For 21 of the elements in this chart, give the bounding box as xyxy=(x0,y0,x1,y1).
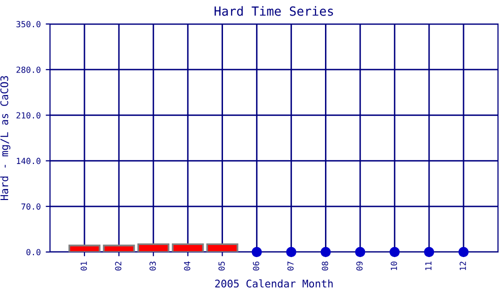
x-tick-label: 12 xyxy=(460,262,466,270)
x-axis-title: 2005 Calendar Month xyxy=(215,279,333,288)
x-tick-label: 08 xyxy=(322,262,328,271)
y-axis-title: Hard - mg/L as CaCO3 xyxy=(0,76,10,200)
x-tick-label: 10 xyxy=(390,262,398,270)
y-tick-label: 350.0 xyxy=(16,21,40,28)
x-tick-label: 01 xyxy=(80,262,87,271)
x-tick-label: 06 xyxy=(252,262,260,271)
y-tick-label: 70.0 xyxy=(21,203,40,210)
x-tick-label: 05 xyxy=(218,262,225,271)
x-tick-label: 04 xyxy=(184,261,190,271)
chart-title: Hard Time Series xyxy=(214,6,333,16)
y-tick-label: 140.0 xyxy=(16,158,40,164)
y-tick-label: 210.0 xyxy=(16,112,40,119)
x-tick-label: 11 xyxy=(425,262,432,270)
y-tick-label: 280.0 xyxy=(16,66,40,73)
x-tick-label: 02 xyxy=(115,262,122,271)
x-tick-label: 07 xyxy=(287,262,294,271)
y-tick-label: 0.0 xyxy=(26,249,40,256)
x-tick-label: 09 xyxy=(356,262,363,271)
x-tick-label: 03 xyxy=(150,262,156,271)
